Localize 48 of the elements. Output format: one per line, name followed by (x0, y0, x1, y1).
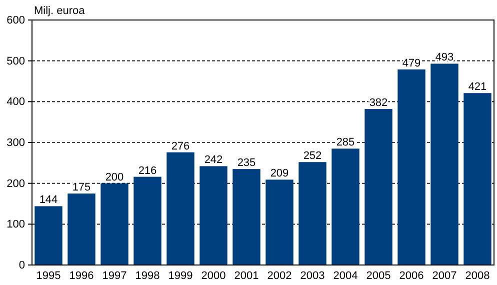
x-tick-label: 1998 (135, 270, 160, 282)
x-tick-label: 2000 (201, 270, 226, 282)
data-label: 209 (270, 168, 289, 180)
y-tick-label: 500 (6, 55, 25, 68)
bar (298, 162, 326, 265)
bar (364, 109, 392, 265)
x-tick-label: 1997 (102, 270, 127, 282)
data-label: 235 (237, 157, 256, 170)
x-tick-label: 2006 (399, 270, 424, 282)
x-tick-label: 2008 (465, 270, 490, 282)
data-label: 382 (369, 97, 388, 110)
data-label: 479 (402, 57, 421, 70)
data-label: 276 (171, 140, 190, 152)
x-tick-label: 1995 (36, 270, 61, 282)
x-tick-label: 1996 (69, 270, 94, 282)
bar (266, 180, 294, 265)
bar (430, 64, 458, 265)
data-label: 421 (468, 81, 487, 94)
x-tick-label: 2005 (366, 270, 391, 282)
y-tick-label: 100 (6, 218, 25, 231)
y-axis-title: Milj. euroa (34, 5, 86, 17)
y-tick-label: 400 (6, 96, 25, 108)
bar (134, 176, 162, 265)
x-tick-label: 2007 (432, 270, 457, 282)
x-tick-label: 2004 (333, 270, 358, 282)
y-tick-label: 200 (6, 178, 25, 190)
bar (398, 69, 426, 265)
data-label: 493 (435, 52, 454, 64)
bar (332, 148, 360, 265)
data-label: 242 (204, 154, 223, 166)
x-tick-label: 2002 (267, 270, 292, 282)
bar (166, 152, 194, 265)
y-tick-label: 600 (6, 14, 25, 27)
y-tick-label: 300 (6, 137, 25, 150)
bar (68, 194, 96, 265)
bar (200, 166, 228, 265)
bar (464, 93, 492, 265)
data-label: 200 (105, 171, 124, 184)
data-label: 144 (39, 194, 58, 206)
data-label: 252 (303, 150, 322, 162)
bar (100, 183, 128, 265)
x-tick-label: 2001 (234, 270, 259, 282)
y-tick-label: 0 (18, 260, 25, 272)
data-label: 216 (138, 164, 157, 177)
x-tick-label: 2003 (300, 270, 325, 282)
bar (34, 206, 62, 265)
x-tick-label: 1999 (168, 270, 193, 282)
bar (232, 169, 260, 265)
